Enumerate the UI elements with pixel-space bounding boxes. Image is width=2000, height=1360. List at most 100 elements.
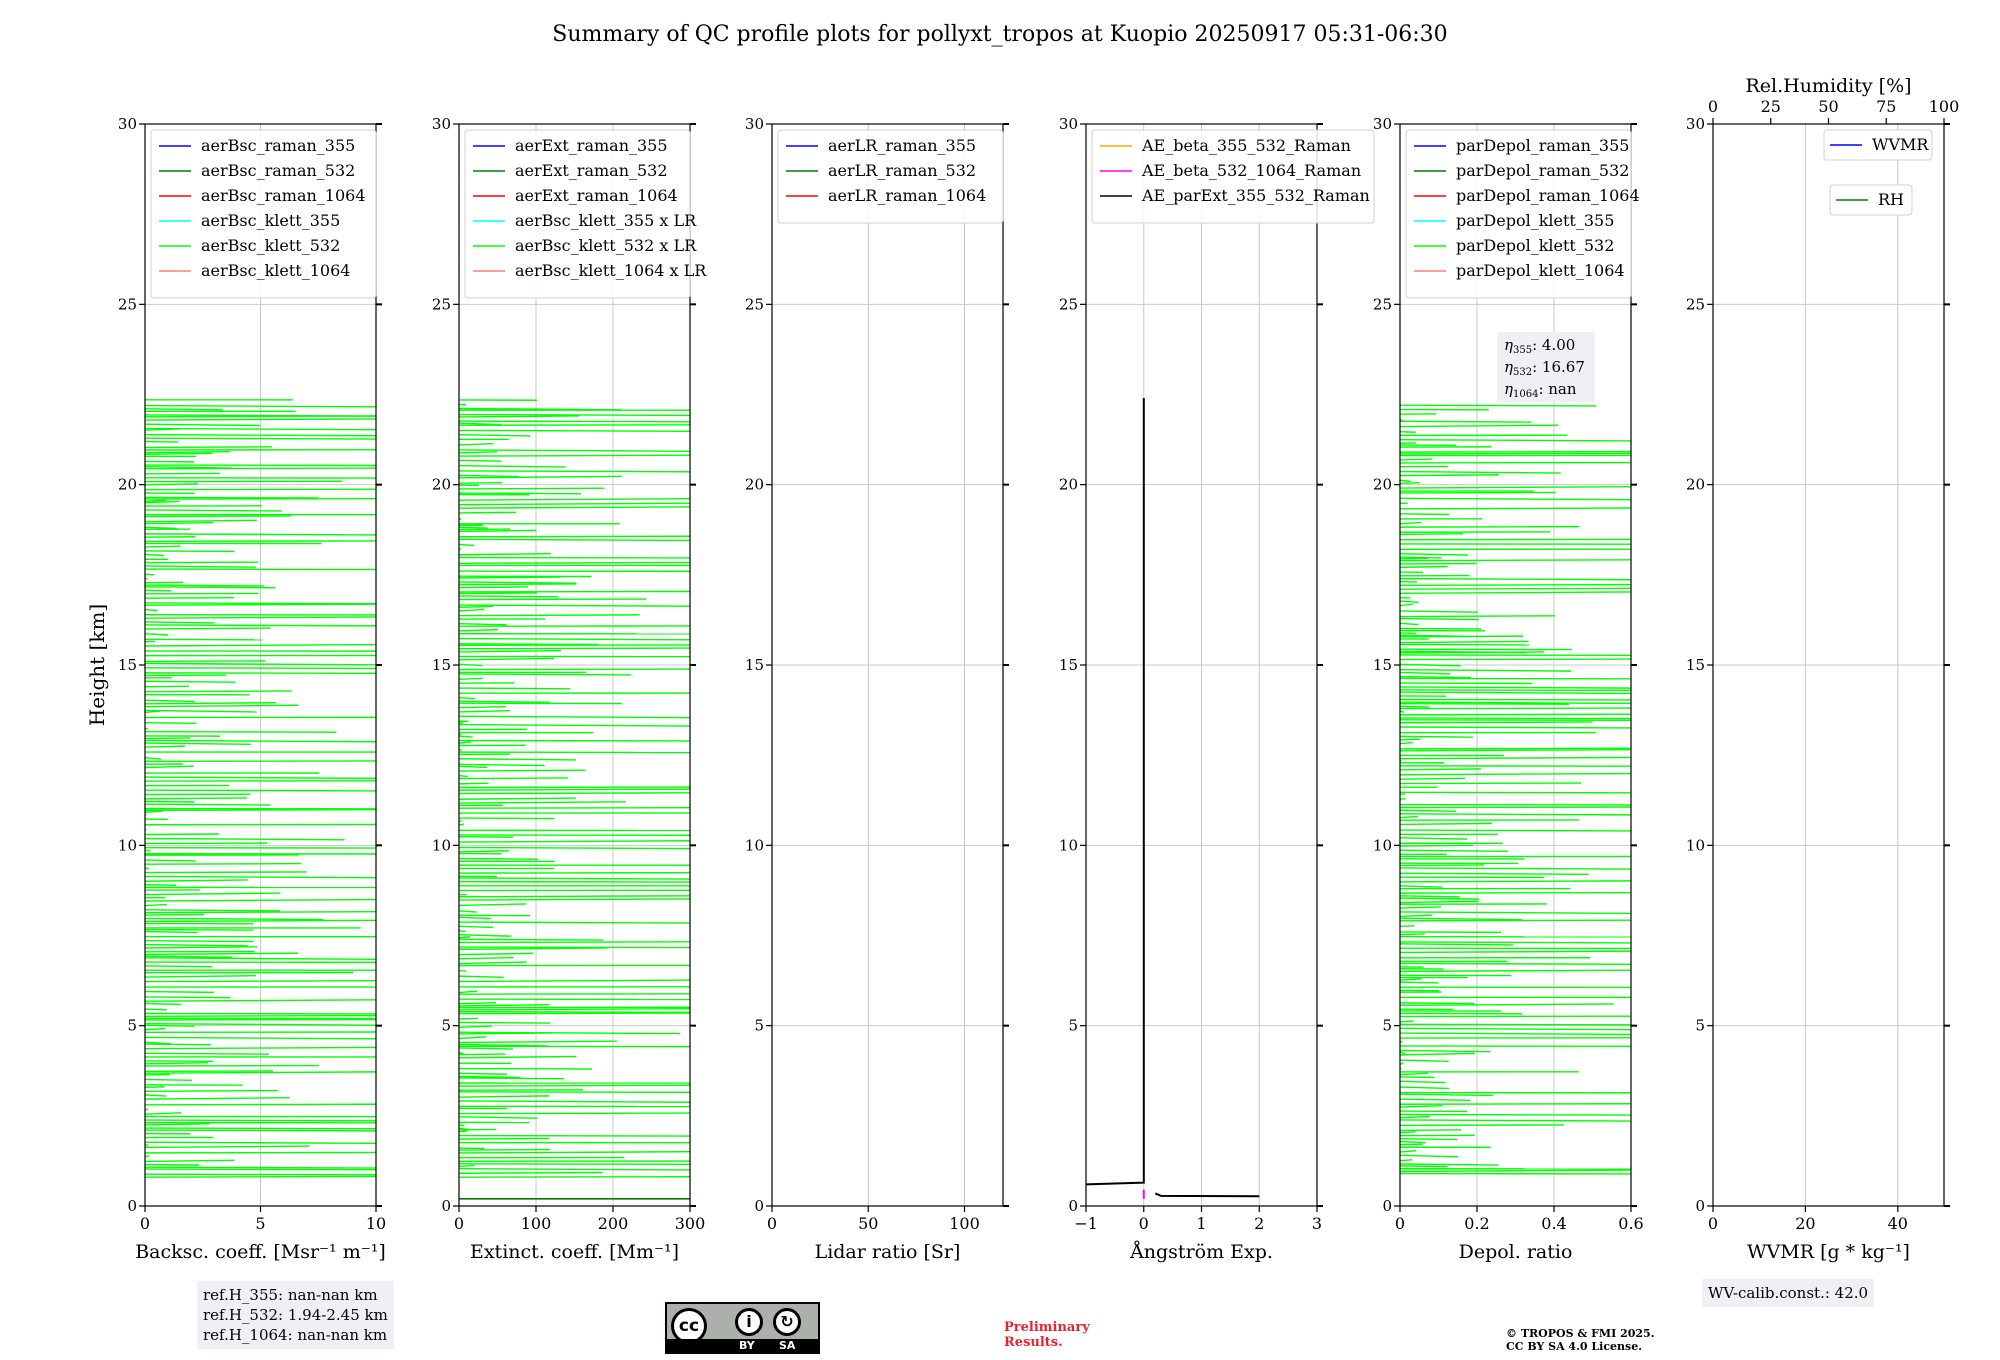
y-tick-label: 20	[118, 476, 137, 494]
profile-spike	[144, 627, 271, 630]
profile-spike	[458, 990, 478, 994]
profile-spike	[458, 735, 473, 738]
y-tick-label: 30	[1059, 115, 1078, 133]
profile-spike	[1399, 557, 1428, 560]
profile-spike	[1399, 735, 1473, 738]
profile-spike	[458, 1025, 492, 1029]
profile-spike	[458, 420, 691, 423]
profile-spike	[458, 649, 562, 653]
profile-spike	[458, 605, 494, 608]
profile-spike	[144, 433, 377, 437]
legend: AE_beta_355_532_Raman AE_beta_532_1064_Ra…	[1091, 129, 1375, 224]
x-axis-label: Extinct. coeff. [Mm⁻¹]	[470, 1241, 679, 1263]
profile-spike	[1399, 880, 1632, 883]
profile-spike	[458, 586, 529, 589]
profile-spike	[144, 996, 231, 999]
profile-spike	[144, 1145, 310, 1149]
profile-spike	[144, 1141, 377, 1145]
x-tick-label: 0.6	[1618, 1214, 1643, 1233]
profile-spike	[1399, 768, 1481, 771]
profile-spike	[144, 521, 214, 525]
profile-spike	[458, 857, 538, 860]
y-tick-label: 0	[1695, 1197, 1705, 1215]
profile-spike	[144, 586, 276, 589]
legend-label: aerBsc_raman_532	[201, 161, 355, 180]
profile-spike	[144, 704, 299, 708]
profile-spike	[458, 806, 691, 809]
profile-spike	[458, 433, 531, 437]
profile-spike	[144, 500, 180, 504]
legend-box	[1091, 129, 1375, 224]
profile-spike	[458, 581, 577, 584]
profile-spike	[144, 742, 251, 746]
profile-spike	[1399, 1163, 1499, 1166]
profile-spike	[144, 466, 233, 469]
profile-spike	[458, 529, 537, 533]
y-tick-label: 30	[1686, 115, 1705, 133]
profile-line	[1154, 1192, 1260, 1198]
reference-height-box: ref.H_355: nan-nan km ref.H_532: 1.94-2.…	[197, 1281, 394, 1349]
profile-spike	[1399, 583, 1632, 587]
profile-spike	[458, 792, 691, 795]
y-axis-label: Height [km]	[85, 604, 109, 726]
profile-spike	[144, 685, 190, 688]
profile-spike	[1399, 559, 1632, 562]
profile-spike	[458, 552, 551, 556]
legend: aerLR_raman_355 aerLR_raman_532 aerLR_rama…	[777, 129, 1004, 224]
license-by-label: BY	[739, 1339, 755, 1352]
profile-spike	[1399, 707, 1632, 710]
profile-spike	[1399, 622, 1419, 626]
profile-spike	[144, 1014, 377, 1017]
profile-spike	[144, 1078, 193, 1081]
profile-spike	[458, 595, 559, 598]
y-tick-label: 0	[127, 1197, 137, 1215]
profile-spike	[144, 955, 233, 958]
profile-spike	[144, 509, 282, 512]
x-tick-label: 3	[1312, 1214, 1322, 1233]
noisy-profile	[1399, 404, 1632, 1175]
profile-spike	[458, 459, 502, 462]
profile-spike	[1399, 497, 1632, 501]
profile-spike	[458, 1084, 691, 1087]
x2-tick-label: 75	[1876, 97, 1896, 116]
profile-spike	[144, 1089, 279, 1093]
profile-spike	[144, 797, 248, 800]
profile-spike	[1399, 591, 1632, 594]
legend-label: aerLR_raman_532	[828, 161, 976, 180]
copyright-line-1: © TROPOS & FMI 2025.	[1506, 1327, 1655, 1340]
profile-spike	[458, 910, 478, 913]
profile-spike	[458, 769, 586, 772]
profile-spike	[458, 947, 608, 951]
profile-spike	[1399, 1049, 1491, 1053]
legend-entry: RH	[1829, 184, 1913, 216]
profile-spike	[458, 846, 691, 850]
legend: aerBsc_raman_355 aerBsc_raman_532 aerBsc_r…	[150, 129, 377, 299]
y-tick-label: 10	[432, 836, 451, 854]
profile-spike	[144, 739, 377, 743]
profile-spike	[144, 1103, 377, 1106]
profile-spike	[1399, 906, 1441, 909]
legend-label: aerExt_raman_532	[515, 161, 668, 180]
profile-spike	[458, 979, 691, 983]
profile-spike	[1399, 844, 1474, 847]
legend-label: WVMR	[1872, 135, 1929, 154]
profile-spike	[458, 429, 691, 432]
profile-spike	[144, 913, 205, 916]
x-axis-label: Lidar ratio [Sr]	[815, 1241, 961, 1263]
profile-spike	[1399, 925, 1415, 928]
x-tick-label: 1	[1196, 1214, 1206, 1233]
profile-spike	[458, 643, 599, 646]
profile-spike	[144, 1112, 181, 1115]
profile-spike	[144, 965, 213, 968]
profile-spike	[1399, 917, 1523, 921]
profile-spike	[144, 499, 167, 502]
profile-spike	[458, 538, 691, 542]
profile-spike	[1399, 738, 1421, 741]
profile-spike	[144, 1166, 377, 1169]
profile-spike	[458, 543, 475, 547]
profile-spike	[458, 677, 483, 680]
profile-spike	[1399, 710, 1405, 713]
profile-spike	[144, 776, 377, 780]
profile-spike	[144, 789, 377, 792]
profile-spike	[1399, 864, 1485, 867]
